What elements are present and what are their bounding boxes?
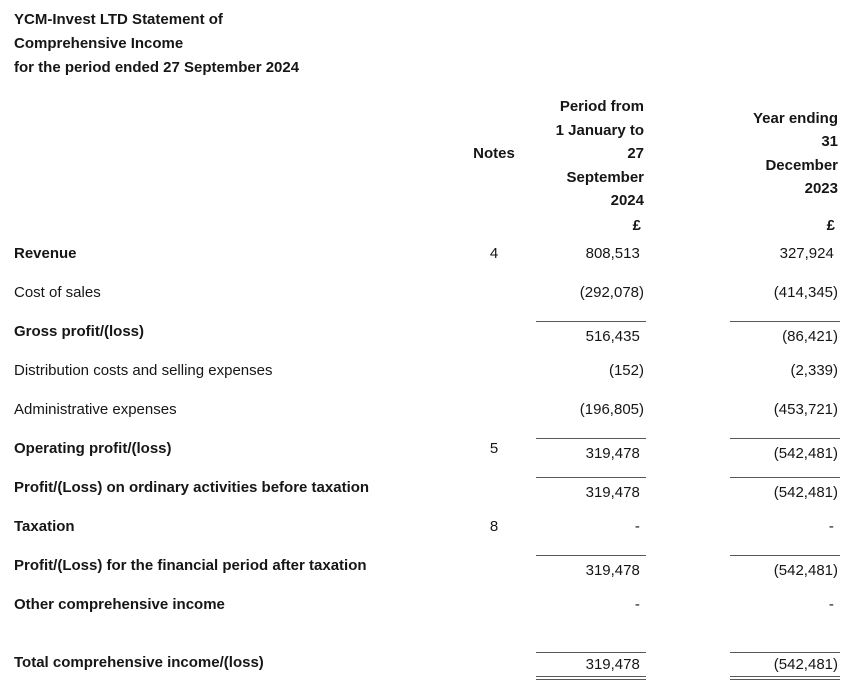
statement-title-line-2: Comprehensive Income [14, 35, 184, 52]
row-label: Administrative expenses [14, 401, 177, 418]
table-row-cost-of-sales: Cost of sales (292,078) (414,345) [0, 273, 841, 312]
table-row-other-comprehensive-income: Other comprehensive income - - [0, 585, 841, 624]
value-2023: (542,481) [730, 477, 840, 507]
table-row-operating-profit: Operating profit/(loss) 5 319,478 (542,4… [0, 429, 841, 468]
table-row-total-comprehensive-income: Total comprehensive income/(loss) 319,47… [0, 644, 841, 680]
note-reference: 5 [489, 440, 499, 457]
row-label: Profit/(Loss) on ordinary activities bef… [14, 479, 370, 496]
value-2023: (542,481) [730, 652, 840, 680]
value-2023: (453,721) [773, 401, 838, 418]
row-label: Gross profit/(loss) [14, 323, 145, 340]
value-2024: 516,435 [536, 321, 646, 351]
value-2023: (2,339) [790, 362, 838, 379]
note-reference: 4 [489, 245, 499, 262]
value-2024: 319,478 [536, 652, 646, 680]
value-2023: 327,924 [779, 245, 838, 262]
column-header-row: Notes Period from 1 January to 27 Septem… [0, 95, 841, 212]
row-label: Operating profit/(loss) [14, 440, 172, 457]
row-label: Total comprehensive income/(loss) [14, 653, 264, 671]
value-2024: - [634, 518, 644, 535]
table-row-administrative-expenses: Administrative expenses (196,805) (453,7… [0, 390, 841, 429]
value-2023: - [828, 518, 838, 535]
table-row-profit-before-taxation: Profit/(Loss) on ordinary activities bef… [0, 468, 841, 507]
currency-row: £ £ [0, 212, 841, 234]
statement-title-line-3: for the period ended 27 September 2024 [14, 59, 300, 76]
currency-symbol-2023: £ [826, 217, 835, 234]
row-label: Revenue [14, 245, 77, 262]
column-header-period-2024: Period from 1 January to 27 September 20… [555, 98, 644, 209]
currency-symbol-2024: £ [632, 217, 641, 234]
table-row-revenue: Revenue 4 808,513 327,924 [0, 234, 841, 273]
table-row-profit-after-taxation: Profit/(Loss) for the financial period a… [0, 546, 841, 585]
value-2024: (292,078) [579, 284, 644, 301]
value-2024: (196,805) [579, 401, 644, 418]
value-2024: 319,478 [536, 477, 646, 507]
statement-title: YCM-Invest LTD Statement of Comprehensiv… [0, 0, 841, 80]
value-2024: 808,513 [585, 245, 644, 262]
row-label: Profit/(Loss) for the financial period a… [14, 557, 367, 574]
statement-title-line-1: YCM-Invest LTD Statement of [14, 11, 223, 28]
value-2024: - [634, 596, 644, 613]
value-2024: 319,478 [536, 555, 646, 585]
table-row-distribution-costs: Distribution costs and selling expenses … [0, 351, 841, 390]
column-header-notes: Notes [473, 145, 515, 162]
row-label: Taxation [14, 518, 75, 535]
value-2023: (542,481) [730, 438, 840, 468]
row-label: Cost of sales [14, 284, 101, 301]
value-2023: - [828, 596, 838, 613]
value-2023: (86,421) [730, 321, 840, 351]
table-row-gross-profit: Gross profit/(loss) 516,435 (86,421) [0, 312, 841, 351]
value-2023: (414,345) [773, 284, 838, 301]
note-reference: 8 [489, 518, 499, 535]
value-2023: (542,481) [730, 555, 840, 585]
column-header-period-2023: Year ending 31 December 2023 [752, 109, 838, 198]
table-row-taxation: Taxation 8 - - [0, 507, 841, 546]
value-2024: 319,478 [536, 438, 646, 468]
value-2024: (152) [608, 362, 644, 379]
section-gap [0, 624, 841, 644]
row-label: Distribution costs and selling expenses [14, 362, 273, 379]
row-label: Other comprehensive income [14, 596, 225, 613]
